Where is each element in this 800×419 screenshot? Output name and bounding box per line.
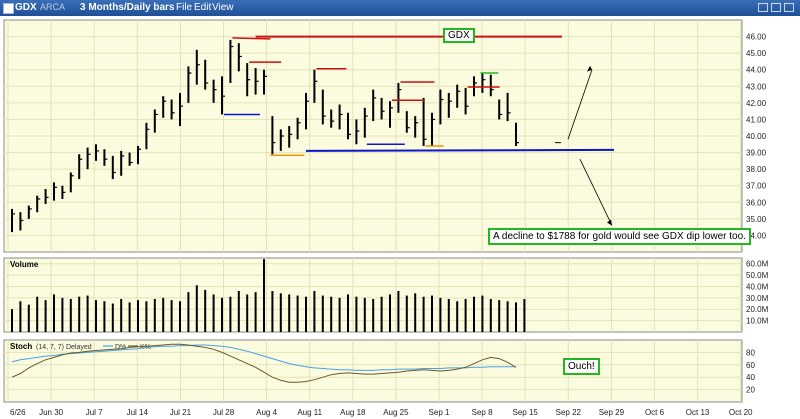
maximize-icon[interactable] — [771, 3, 781, 12]
volume-y-tick-label: 40.0M — [746, 282, 769, 291]
stoch-y-tick-label: 20 — [746, 386, 755, 395]
volume-panel-title: Volume — [10, 260, 39, 269]
menu-view[interactable]: View — [212, 2, 234, 13]
minimize-icon[interactable] — [758, 3, 768, 12]
price-y-tick-label: 38.00 — [746, 165, 767, 174]
price-y-tick-label: 45.00 — [746, 49, 767, 58]
down-arrow-head — [607, 219, 612, 226]
volume-y-tick-label: 50.0M — [746, 271, 769, 280]
exchange-label: ARCA — [40, 2, 66, 12]
x-tick-label: Sep 22 — [556, 408, 582, 417]
decline-note: A decline to $1788 for gold would see GD… — [488, 228, 751, 245]
close-icon[interactable] — [784, 3, 794, 12]
stoch-panel — [3, 339, 743, 403]
swing-high-marker — [232, 37, 271, 40]
x-tick-label: Oct 6 — [645, 408, 665, 417]
x-tick-label: Aug 18 — [340, 408, 366, 417]
x-tick-label: 6/26 — [10, 408, 26, 417]
price-y-tick-label: 40.00 — [746, 132, 767, 141]
stoch-k-line — [11, 343, 517, 383]
x-tick-label: Aug 25 — [383, 408, 409, 417]
stoch-y-tick-label: 80 — [746, 348, 755, 357]
price-y-tick-label: 46.00 — [746, 33, 767, 42]
price-y-tick-label: 37.00 — [746, 182, 767, 191]
x-tick-label: Sep 1 — [429, 408, 450, 417]
menu-edit[interactable]: Edit — [194, 2, 212, 13]
x-tick-label: Sep 29 — [599, 408, 625, 417]
gdx-line-label: GDX — [443, 28, 475, 43]
volume-y-tick-label: 30.0M — [746, 294, 769, 303]
stoch-legend-d-label: D% — [115, 344, 126, 351]
price-y-tick-label: 35.00 — [746, 215, 767, 224]
up-arrow-head — [587, 65, 592, 72]
x-tick-label: Aug 11 — [297, 408, 322, 417]
stoch-panel-title: Stoch — [10, 342, 32, 351]
ouch-note: Ouch! — [563, 358, 600, 375]
x-tick-label: Jul 14 — [127, 408, 149, 417]
chart-app-icon — [3, 3, 14, 14]
x-tick-label: Jul 7 — [86, 408, 103, 417]
support-line — [305, 148, 615, 152]
price-y-tick-label: 34.00 — [746, 231, 767, 240]
period-dropdown[interactable]: 3 Months/Daily bars — [80, 2, 175, 13]
menu-file[interactable]: File — [176, 2, 193, 13]
volume-y-tick-label: 10.0M — [746, 317, 769, 326]
x-tick-label: Oct 13 — [686, 408, 710, 417]
stoch-d-line — [11, 344, 516, 371]
volume-y-tick-label: 20.0M — [746, 305, 769, 314]
price-y-tick-label: 43.00 — [746, 82, 767, 91]
stoch-y-tick-label: 40 — [746, 373, 755, 382]
price-y-tick-label: 36.00 — [746, 198, 767, 207]
x-tick-label: Aug 4 — [256, 408, 277, 417]
price-y-tick-label: 44.00 — [746, 66, 767, 75]
title-bar: GDX ARCA 3 Months/Daily bars File Edit V… — [0, 0, 800, 16]
price-y-tick-label: 39.00 — [746, 149, 767, 158]
stoch-params-label: (14, 7, 7) Delayed — [36, 344, 92, 351]
symbol-label[interactable]: GDX — [15, 2, 37, 13]
x-tick-label: Oct 20 — [729, 408, 753, 417]
price-y-tick-label: 42.00 — [746, 99, 767, 108]
volume-y-tick-label: 60.0M — [746, 260, 769, 269]
price-y-tick-label: 41.00 — [746, 115, 767, 124]
x-tick-label: Jun 30 — [39, 408, 64, 417]
x-tick-label: Jul 21 — [170, 408, 192, 417]
gdx-daily-chart: 6/26 Jun 30 Jul 7 Jul 14 Jul 21 Jul 28 Aug 4 Au… — [0, 16, 800, 419]
stoch-y-tick-label: 60 — [746, 361, 755, 370]
x-tick-label: Sep 15 — [513, 408, 539, 417]
down-arrow-line — [579, 159, 613, 226]
up-arrow-line — [567, 69, 593, 140]
x-tick-label: Sep 8 — [472, 408, 493, 417]
x-tick-label: Jul 28 — [213, 408, 235, 417]
